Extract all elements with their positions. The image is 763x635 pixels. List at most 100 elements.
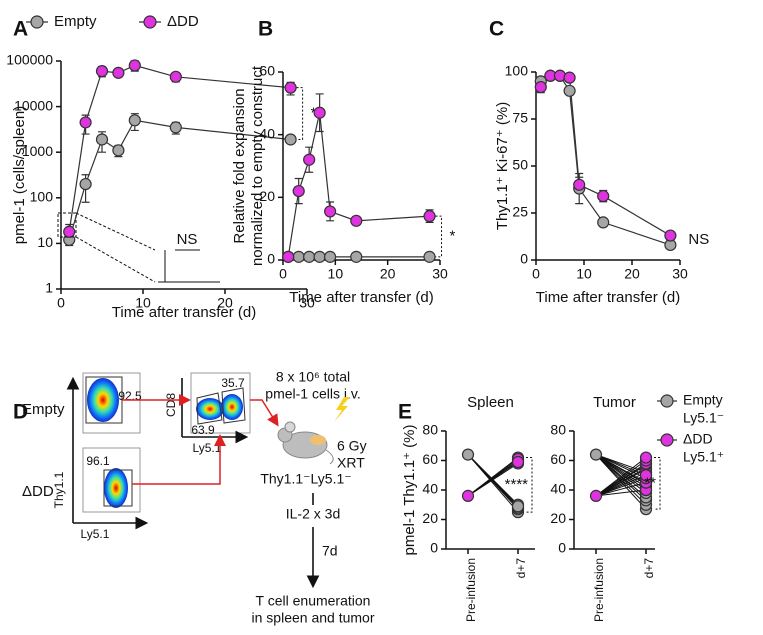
bracket (526, 457, 533, 513)
legend-sublabel: Ly5.1⁻ (683, 410, 724, 426)
row-label: Empty (22, 401, 65, 418)
annotation: NS (688, 231, 709, 248)
pair-line (595, 457, 647, 497)
irradiation-text: XRT (337, 455, 365, 471)
x-tick-label: 20 (217, 295, 233, 311)
data-point (79, 177, 92, 191)
pair-line (467, 454, 519, 507)
inset-axis (158, 250, 220, 283)
y-tick-label: 0 (267, 251, 275, 267)
x-tick-label: 30 (672, 266, 688, 282)
data-point (313, 250, 326, 263)
irradiation-text: 6 Gy (337, 438, 367, 454)
x-tick-label: d+7 (514, 558, 528, 579)
data-point (563, 71, 576, 84)
data-point (639, 451, 653, 464)
legend-marker (660, 433, 674, 447)
gate (196, 387, 246, 425)
data-point (350, 250, 363, 263)
data-point (563, 84, 576, 97)
data-point (313, 106, 326, 119)
data-point (461, 489, 475, 502)
panel-letter: C (489, 18, 504, 41)
pair-line (595, 454, 647, 498)
data-point (128, 114, 141, 127)
x-axis-label: Time after transfer (d) (112, 304, 256, 321)
y-tick-label: 10000 (14, 97, 53, 113)
host-text: Thy1.1⁻Ly5.1⁻ (260, 471, 351, 487)
data-point (573, 178, 586, 191)
y-tick-label: 40 (422, 481, 438, 497)
pair-line (595, 454, 647, 484)
legend-marker (660, 394, 674, 408)
data-point (511, 455, 525, 469)
y-tick-label: 0 (520, 251, 528, 267)
x-axis-label: Time after transfer (d) (289, 289, 433, 306)
data-point (461, 448, 475, 461)
data-point (589, 448, 603, 461)
y-axis-label: normalized to empty construct (249, 65, 266, 266)
y-tick-label: 40 (550, 481, 566, 497)
panel-letter: E (398, 401, 412, 424)
flow-arrow (132, 434, 226, 485)
axis-label: Ly5.1 (81, 527, 110, 541)
data-point (79, 116, 92, 129)
y-axis-label: pmel-1 (cells/spleen) (11, 106, 28, 244)
gate (103, 469, 133, 507)
data-point (284, 133, 297, 146)
y-tick-label: 1 (45, 280, 53, 296)
pair-line (595, 474, 647, 497)
data-point (112, 66, 125, 79)
data-point (589, 489, 603, 502)
data-point (534, 80, 547, 94)
data-point (423, 250, 436, 263)
injection-text: pmel-1 cells i.v. (265, 386, 360, 402)
x-tick-label: 20 (380, 266, 396, 282)
y-tick-label: 100000 (6, 52, 53, 68)
x-tick-label: 20 (624, 266, 640, 282)
legend-marker (143, 15, 157, 29)
y-tick-label: 10 (37, 234, 53, 250)
data-point (664, 229, 677, 242)
data-point (63, 225, 76, 238)
data-point (511, 500, 525, 513)
x-tick-label: 10 (135, 295, 151, 311)
x-tick-label: d+7 (642, 558, 656, 579)
flow-population (196, 398, 224, 420)
inset-box (57, 212, 77, 238)
x-tick-label: Pre-infusion (464, 558, 478, 622)
x-tick-label: 0 (279, 266, 287, 282)
step-text: 7d (322, 543, 338, 559)
data-point (303, 250, 316, 263)
y-tick-label: 100 (30, 189, 54, 205)
data-point (324, 250, 337, 263)
y-tick-label: 0 (430, 540, 438, 556)
y-tick-label: 75 (512, 110, 528, 126)
legend-label: Empty (683, 392, 723, 408)
pair-line (595, 482, 647, 497)
legend-marker (30, 15, 44, 29)
y-tick-label: 60 (422, 451, 438, 467)
y-tick-label: 100 (505, 63, 529, 79)
data-point (169, 121, 182, 134)
y-tick-label: 80 (550, 422, 566, 438)
x-tick-label: 10 (576, 266, 592, 282)
pair-line (467, 461, 519, 497)
y-tick-label: 50 (512, 157, 528, 173)
inset-connector (75, 212, 156, 283)
data-point (639, 469, 653, 482)
data-point (95, 133, 109, 146)
gate-value: 63.9 (191, 423, 215, 437)
x-tick-label: Pre-infusion (592, 558, 606, 622)
flow-population (104, 468, 128, 508)
y-axis-label: Relative fold expansion (231, 88, 248, 243)
data-point (292, 184, 305, 198)
legend-label: ΔDD (683, 431, 713, 447)
x-tick-label: 30 (432, 266, 448, 282)
data-point (303, 153, 316, 166)
data-point (112, 144, 125, 157)
gate-value: 92.5 (118, 389, 142, 403)
data-point (324, 205, 337, 218)
inset-label: NS (177, 231, 198, 248)
flow-arrow (250, 399, 279, 427)
